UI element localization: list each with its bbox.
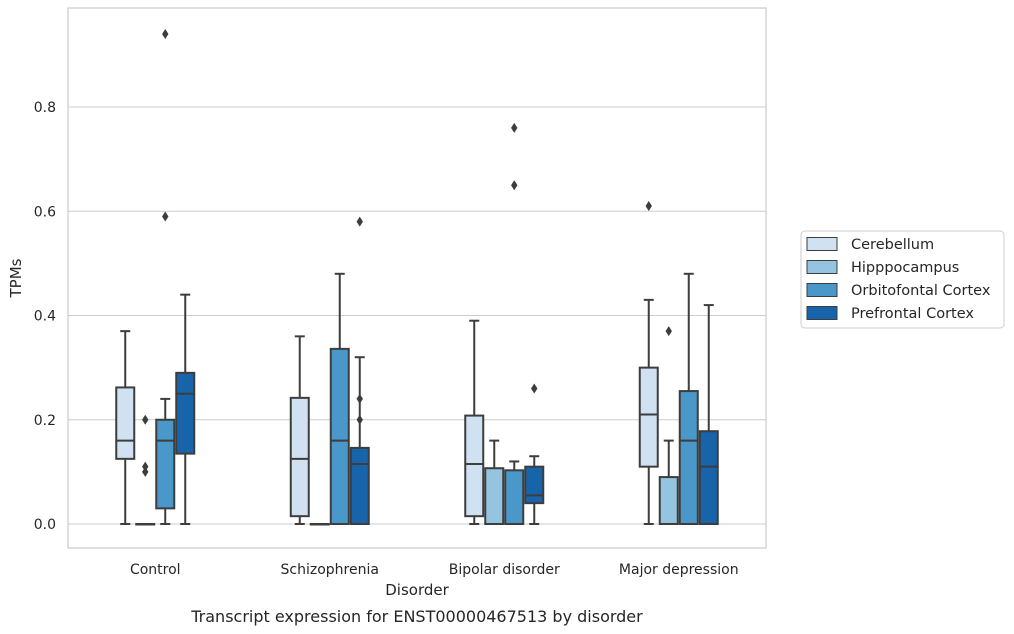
outlier-point bbox=[531, 383, 538, 394]
box-body bbox=[329, 347, 350, 525]
box-body bbox=[289, 396, 310, 518]
box-prefrontal-cortex bbox=[524, 455, 545, 525]
y-tick-label: 0.0 bbox=[34, 517, 56, 533]
x-axis-title: Disorder bbox=[385, 581, 449, 599]
box-cerebellum bbox=[289, 335, 310, 525]
legend-label: Cerebellum bbox=[851, 237, 934, 253]
outlier-point bbox=[142, 461, 149, 472]
box-prefrontal-cortex bbox=[175, 293, 196, 525]
x-tick-label: Major depression bbox=[619, 562, 739, 578]
box-prefrontal-cortex bbox=[698, 304, 719, 525]
box-body bbox=[698, 430, 719, 525]
outlier-point bbox=[162, 211, 169, 222]
box-cerebellum bbox=[115, 330, 136, 525]
x-tick-labels: Control Schizophrenia Bipolar disorder Majo… bbox=[130, 562, 739, 578]
legend-swatch bbox=[806, 237, 838, 251]
y-tick-label: 0.8 bbox=[34, 100, 56, 116]
box-prefrontal-cortex bbox=[349, 356, 370, 525]
box-body bbox=[155, 418, 176, 510]
x-tick-label: Control bbox=[130, 562, 181, 578]
box-body bbox=[678, 390, 699, 525]
legend-swatch bbox=[806, 306, 838, 320]
x-tick-label: Schizophrenia bbox=[281, 562, 379, 578]
legend: Cerebellum Hipppocampus Orbitofontal Corte… bbox=[800, 230, 1005, 329]
legend-label: Hipppocampus bbox=[851, 260, 959, 276]
outlier-point bbox=[356, 216, 363, 227]
box-body bbox=[175, 371, 196, 455]
outlier-point bbox=[162, 29, 169, 40]
legend-swatch bbox=[806, 260, 838, 274]
outlier-point bbox=[356, 414, 363, 425]
box-body bbox=[638, 366, 659, 468]
box-hipppocampus bbox=[484, 439, 505, 526]
box-hipppocampus bbox=[309, 523, 330, 526]
outlier-point bbox=[645, 201, 652, 212]
box-body bbox=[484, 467, 505, 526]
y-tick-label: 0.2 bbox=[34, 413, 56, 429]
box-body bbox=[115, 386, 136, 460]
legend-label: Prefrontal Cortex bbox=[851, 306, 974, 322]
outlier-point bbox=[142, 466, 149, 477]
box-cerebellum bbox=[464, 319, 485, 525]
box-hipppocampus bbox=[658, 439, 679, 525]
y-tick-label: 0.6 bbox=[34, 204, 56, 220]
outlier-point bbox=[511, 122, 518, 133]
box-body bbox=[658, 476, 679, 525]
box-orbitofontal-cortex bbox=[678, 272, 699, 525]
outlier-point bbox=[356, 393, 363, 404]
box-body bbox=[349, 446, 370, 525]
legend-frame bbox=[800, 230, 1005, 329]
box-body bbox=[504, 469, 525, 525]
box-body bbox=[464, 414, 485, 518]
box-hipppocampus bbox=[135, 523, 156, 526]
box-series bbox=[115, 272, 719, 526]
outlier-point bbox=[665, 326, 672, 337]
x-tick-label: Bipolar disorder bbox=[449, 562, 560, 578]
outlier-point bbox=[511, 180, 518, 191]
y-tick-labels: 0.0 0.2 0.4 0.6 0.8 bbox=[34, 100, 56, 533]
box-body bbox=[524, 465, 545, 505]
legend-swatch bbox=[806, 283, 838, 297]
outlier-point bbox=[142, 414, 149, 425]
y-axis-title: TPMs bbox=[7, 258, 25, 298]
chart-caption: Transcript expression for ENST0000046751… bbox=[190, 607, 643, 626]
box-orbitofontal-cortex bbox=[155, 397, 176, 525]
box-orbitofontal-cortex bbox=[329, 272, 350, 525]
y-tick-label: 0.4 bbox=[34, 309, 56, 325]
legend-label: Orbitofontal Cortex bbox=[851, 283, 991, 299]
outlier-points bbox=[142, 29, 672, 477]
plot-frame bbox=[67, 7, 767, 549]
box-orbitofontal-cortex bbox=[504, 460, 525, 525]
box-cerebellum bbox=[638, 298, 659, 525]
